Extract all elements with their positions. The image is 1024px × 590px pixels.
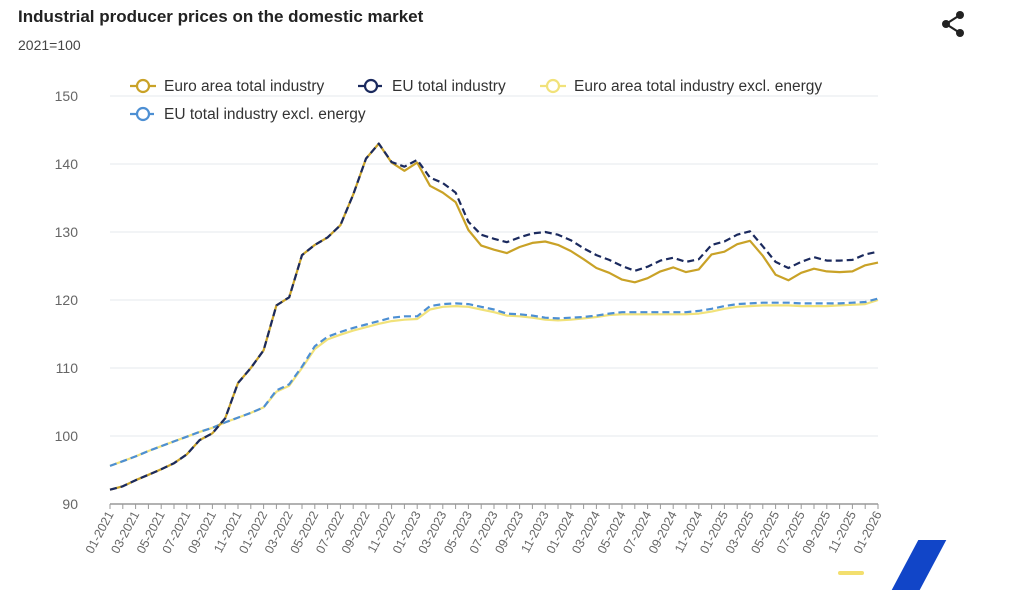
legend-item[interactable]: EU total industry excl. energy: [164, 106, 366, 123]
series-line-0: [109, 142, 879, 491]
legend-item[interactable]: Euro area total industry excl. energy: [574, 78, 822, 95]
legend-marker-icon[interactable]: [545, 78, 561, 94]
share-icon[interactable]: [938, 10, 968, 38]
y-tick-label: 140: [55, 156, 79, 172]
decorative-mark: [838, 571, 864, 575]
legend-marker-icon[interactable]: [135, 78, 151, 94]
chart-title: Industrial producer prices on the domest…: [18, 7, 424, 26]
legend-marker-icon[interactable]: [135, 106, 151, 122]
y-tick-label: 150: [55, 88, 79, 104]
line-chart: 9010011012013014015001-202103-202105-202…: [55, 78, 885, 556]
y-tick-label: 120: [55, 292, 79, 308]
series-line-1: [109, 142, 879, 491]
chart-subtitle: 2021=100: [18, 37, 81, 53]
y-tick-label: 110: [56, 360, 79, 376]
y-tick-label: 130: [55, 224, 79, 240]
legend-item[interactable]: Euro area total industry: [164, 78, 325, 95]
series-line-2: [109, 298, 879, 467]
y-tick-label: 90: [62, 496, 78, 512]
y-tick-label: 100: [55, 428, 79, 444]
series-line-3: [109, 297, 879, 467]
legend-marker-icon[interactable]: [363, 78, 379, 94]
legend-item[interactable]: EU total industry: [392, 78, 506, 95]
